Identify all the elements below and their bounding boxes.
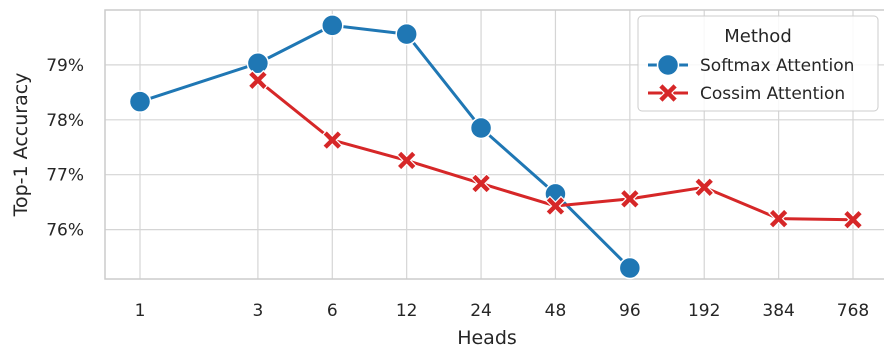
data-point bbox=[246, 52, 270, 75]
series-cossim bbox=[247, 69, 864, 231]
data-point bbox=[768, 208, 789, 229]
y-axis-label: Top-1 Accuracy bbox=[10, 73, 32, 218]
x-tick-label: 3 bbox=[252, 301, 263, 321]
data-point bbox=[321, 14, 344, 37]
data-point bbox=[693, 176, 715, 198]
y-tick-label: 77% bbox=[46, 166, 84, 186]
x-tick-label: 96 bbox=[619, 301, 641, 321]
series-line bbox=[139, 23, 631, 270]
legend: Method Softmax Attention Cossim Attention bbox=[637, 15, 879, 112]
x-tick-label: 6 bbox=[327, 301, 338, 321]
data-point bbox=[469, 116, 493, 140]
y-tick-label: 78% bbox=[46, 111, 84, 131]
legend-marker bbox=[656, 53, 680, 77]
x-tick-label: 24 bbox=[470, 301, 492, 321]
data-point bbox=[470, 173, 492, 194]
data-point bbox=[395, 22, 418, 46]
plot-frame bbox=[104, 9, 884, 280]
x-axis-ticks: 1 3 6 12 24 48 96 192 384 768 bbox=[135, 301, 870, 321]
data-point bbox=[128, 90, 152, 113]
series-softmax bbox=[128, 14, 642, 280]
data-point bbox=[619, 188, 641, 210]
data-point bbox=[842, 209, 864, 231]
x-tick-label: 768 bbox=[837, 301, 869, 321]
x-tick-label: 192 bbox=[688, 301, 720, 321]
series-layer bbox=[128, 14, 864, 280]
data-point bbox=[396, 150, 418, 171]
x-tick-label: 384 bbox=[762, 301, 794, 321]
x-tick-label: 12 bbox=[396, 301, 418, 321]
y-tick-label: 76% bbox=[46, 221, 84, 241]
legend-marker bbox=[657, 82, 679, 104]
data-point bbox=[618, 256, 642, 280]
data-point bbox=[247, 69, 269, 91]
legend-box bbox=[637, 15, 879, 112]
legend-title: Method bbox=[724, 26, 792, 47]
legend-label: Cossim Attention bbox=[700, 84, 845, 104]
data-point bbox=[545, 195, 566, 217]
y-axis-ticks: 76% 77% 78% 79% bbox=[46, 56, 84, 241]
data-point bbox=[321, 129, 343, 151]
legend-entries: Softmax Attention Cossim Attention bbox=[648, 53, 854, 104]
x-axis-label: Heads bbox=[457, 327, 517, 345]
x-tick-label: 1 bbox=[135, 301, 146, 321]
y-tick-label: 79% bbox=[46, 56, 84, 76]
x-tick-label: 48 bbox=[545, 301, 567, 321]
legend-label: Softmax Attention bbox=[700, 56, 854, 76]
